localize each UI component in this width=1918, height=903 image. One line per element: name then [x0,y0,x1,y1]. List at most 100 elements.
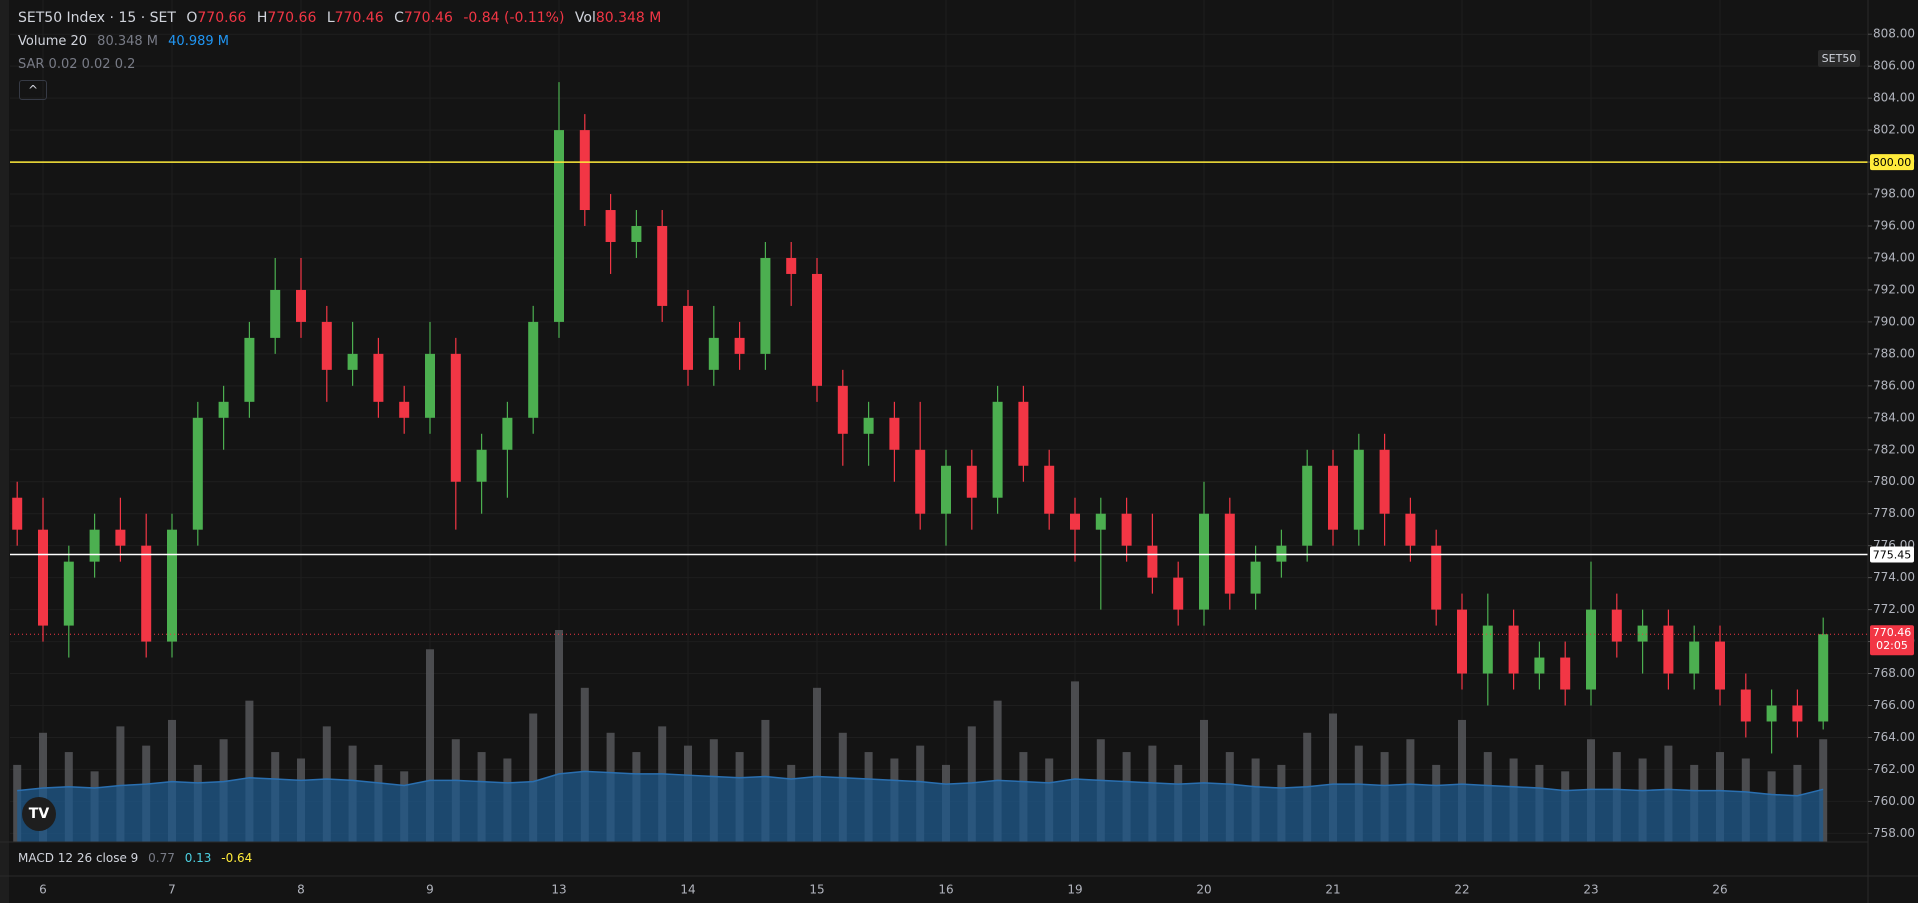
candle-body [167,529,177,642]
y-tick-label: 786.00 [1873,378,1915,392]
last-price-label: 770.46 [1873,626,1912,639]
value: 0.13 [184,851,212,865]
candle-body [1663,625,1674,674]
candle-body [218,401,229,418]
candle-body [863,417,874,434]
value: -0.64 [221,851,253,865]
x-tick-label: 9 [426,883,434,897]
value: 770.46 [403,10,453,26]
candle-body [1276,545,1287,562]
indicator: SAR 0.02 0.02 0.2 [18,57,136,72]
candle-body [1302,465,1313,546]
candle-body [1044,465,1055,514]
candle-body [683,305,693,370]
candle-body [579,130,590,211]
candle-body [399,401,410,418]
candle-body [1199,513,1209,610]
y-tick-label: 808.00 [1873,27,1915,41]
volume-bar [116,726,125,842]
candle-body [657,226,668,306]
collapse-button[interactable]: ^ [19,80,47,100]
volume-bar [426,649,434,842]
label: C [394,10,404,26]
candle-body [1379,449,1390,514]
candle-body [373,353,384,402]
volume-ma-line [17,770,1824,797]
volume-bar [529,713,538,842]
y-tick-label: 794.00 [1873,250,1915,264]
y-tick-label: 804.00 [1873,91,1915,105]
candle-body [1792,705,1803,722]
candle-body [141,545,152,642]
volume-ma-area [17,771,1824,842]
y-tick-label: 806.00 [1873,59,1915,73]
price-badge [1870,154,1914,171]
candle-body [115,529,126,546]
candle-body [786,257,797,274]
candle-body [347,353,358,370]
candle-body [425,353,435,418]
candle-body [192,417,203,530]
candle-body [734,337,745,354]
candle-body [966,465,977,498]
candle-body [1482,625,1493,674]
volume-bar [580,687,589,842]
candle-body [605,210,616,242]
candle-body [502,417,513,450]
candle-body [1405,513,1416,546]
x-tick-label: 22 [1454,883,1469,897]
y-tick-label: 792.00 [1873,282,1915,296]
candle-body [89,529,100,562]
candle-body [1611,609,1622,642]
volume-bar [813,687,821,842]
x-tick-label: 21 [1325,883,1340,897]
countdown: 02:05 [1876,639,1908,652]
candle-body [1766,705,1777,722]
left-edge [0,0,9,903]
candle-body [708,337,719,370]
y-tick-label: 782.00 [1873,442,1915,456]
candle-body [38,529,48,626]
x-tick-label: 20 [1196,883,1211,897]
y-tick-label: 780.00 [1873,474,1915,488]
candle-body [1121,513,1132,546]
candle-body [1715,641,1725,690]
volume-bar [993,700,1002,842]
x-tick-label: 6 [39,883,47,897]
candle-body [941,465,951,514]
candle-body [1560,657,1571,690]
change: -0.84 (-0.11%) [463,10,565,26]
indicator: MACD 12 26 close 9 [18,851,139,865]
logo[interactable]: TV [22,797,56,831]
price-badge-label: 800.00 [1873,156,1912,169]
candle-body [992,401,1003,498]
candle-body [450,353,461,482]
x-tick-label: 26 [1712,883,1727,897]
y-tick-label: 788.00 [1873,346,1915,360]
legend-main: SET50 Index · 15 · SET O770.66 H770.66 L… [18,10,667,26]
y-tick-label: 774.00 [1873,570,1915,584]
y-tick-label: 796.00 [1873,219,1915,233]
y-tick-label: 762.00 [1873,762,1915,776]
y-tick-label: 772.00 [1873,602,1915,616]
candle-body [1586,609,1596,690]
candle-body [296,289,306,322]
candle-body [1353,449,1364,530]
value: 40.989 M [168,34,229,49]
candle-body [528,321,539,418]
candle-body [812,273,822,386]
x-tick-label: 13 [551,883,566,897]
label: Vol [574,10,596,26]
x-tick-label: 15 [809,883,824,897]
price-badge-label: 775.45 [1873,548,1912,561]
candle-body [631,226,642,242]
value: 80.348 M [97,34,159,49]
candle-body [12,497,23,530]
candle-body [889,417,900,450]
value: 0.77 [148,851,175,865]
x-tick-label: 23 [1583,883,1598,897]
x-tick-label: 16 [938,883,953,897]
y-tick-label: 790.00 [1873,314,1915,328]
